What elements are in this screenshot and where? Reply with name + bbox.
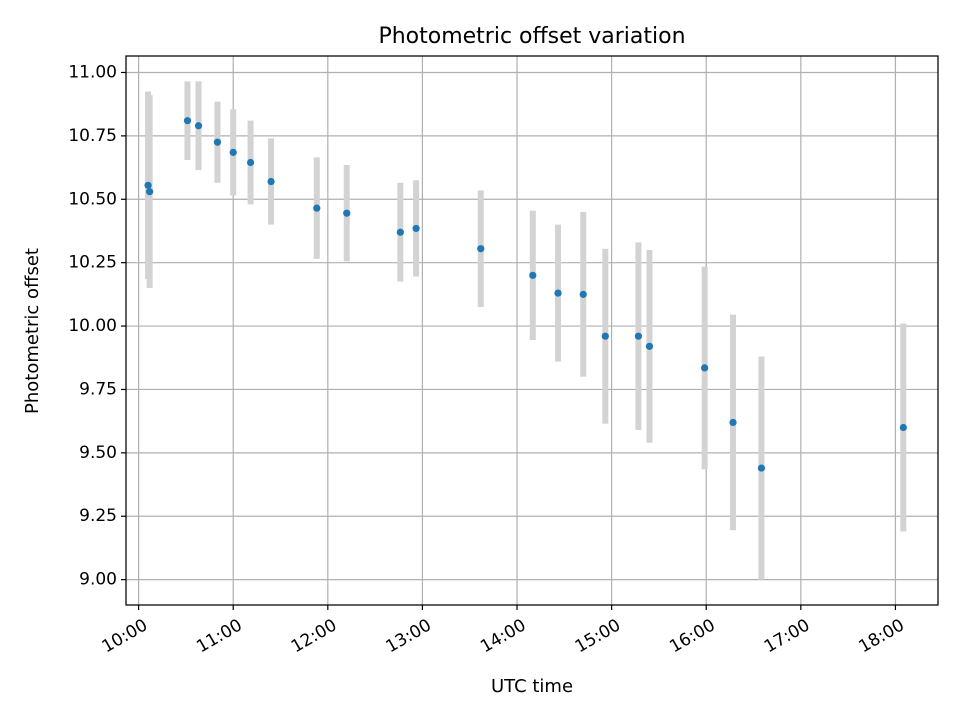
data-point (183, 117, 192, 125)
plot-frame (125, 55, 939, 606)
y-tick-label: 9.50 (79, 443, 117, 463)
data-point (246, 158, 255, 167)
data-point (579, 290, 587, 298)
data-points (144, 117, 907, 472)
data-point (194, 122, 203, 130)
data-point (701, 364, 709, 372)
y-tick-label: 9.00 (79, 570, 117, 590)
data-point (412, 224, 420, 233)
data-point (396, 228, 404, 236)
chart-title: Photometric offset variation (378, 24, 685, 49)
data-point (899, 423, 907, 432)
data-point (634, 332, 643, 340)
data-point (343, 209, 351, 217)
data-point (146, 188, 154, 196)
y-tick-label: 10.25 (68, 253, 117, 273)
y-tick-label: 10.50 (68, 189, 117, 209)
y-tick-label: 9.75 (79, 379, 117, 399)
data-point (213, 138, 222, 146)
y-tick-label: 9.25 (79, 506, 117, 526)
data-point (267, 177, 275, 186)
data-point (477, 245, 485, 253)
data-point (313, 204, 321, 212)
data-point (645, 342, 654, 350)
data-point (229, 148, 237, 156)
data-point (144, 181, 152, 189)
y-axis-ticks: 9.00 9.25 9.50 9.75 10.00 10.25 10.50 10.75 11.0… (68, 62, 126, 590)
data-point (554, 289, 562, 297)
y-tick-label: 10.00 (68, 316, 117, 336)
y-tick-label: 11.00 (68, 62, 117, 82)
x-axis-label: UTC time (491, 676, 573, 697)
y-tick-label: 10.75 (68, 126, 117, 146)
data-point (529, 271, 537, 279)
data-point (729, 418, 737, 427)
y-axis-label: Photometric offset (22, 248, 43, 414)
data-point (757, 464, 766, 472)
data-point (601, 332, 609, 340)
